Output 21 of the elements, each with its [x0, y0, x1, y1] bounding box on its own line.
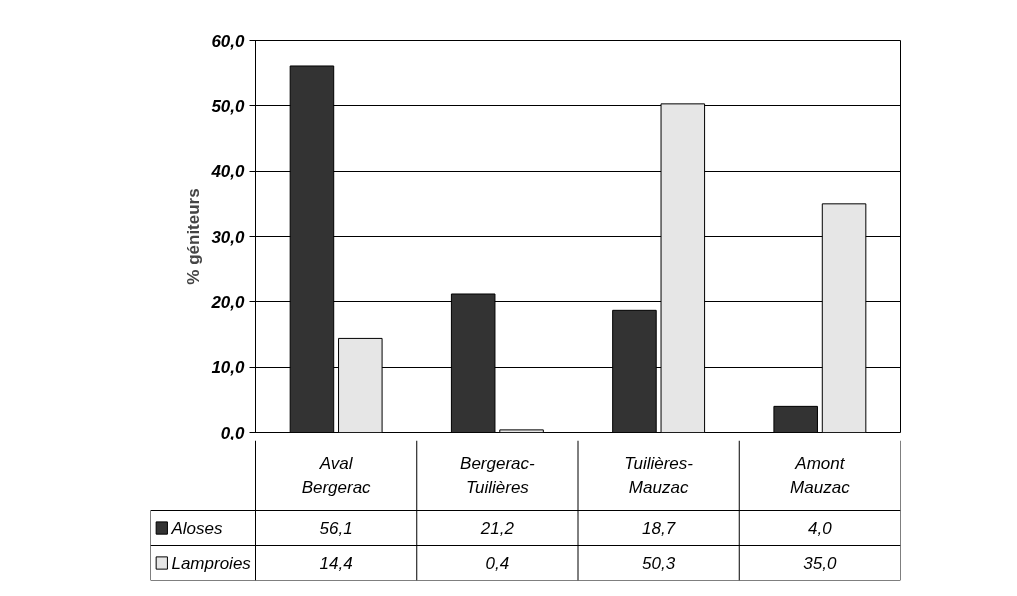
data-label: 35,0	[803, 554, 837, 573]
data-label: 50,3	[642, 554, 676, 573]
y-tick-label: 20,0	[210, 292, 246, 312]
x-tick-label: Amont Mauzac	[790, 454, 851, 497]
data-label: 4,0	[808, 519, 833, 538]
y-tick-label: 60,0	[211, 31, 246, 51]
y-tick-label: 30,0	[211, 227, 246, 247]
x-tick-label: Tuilières- Mauzac	[624, 454, 694, 497]
y-tick-label: 50,0	[211, 96, 246, 116]
data-label: 18,7	[642, 519, 676, 538]
x-tick-label: Bergerac- Tuilières	[460, 454, 536, 497]
data-label: 0,4	[485, 554, 510, 573]
y-axis-title: % géniteurs	[184, 188, 204, 285]
legend-label: Lamproies	[171, 553, 252, 573]
y-tick-label: 40,0	[210, 162, 246, 182]
data-label: 21,2	[479, 519, 515, 538]
data-label: 56,1	[319, 519, 353, 538]
x-tick-label: Aval Bergerac	[301, 454, 372, 497]
legend-label: Aloses	[170, 518, 223, 538]
data-label: 14,4	[319, 554, 353, 573]
y-tick-label: 10,0	[211, 358, 246, 378]
